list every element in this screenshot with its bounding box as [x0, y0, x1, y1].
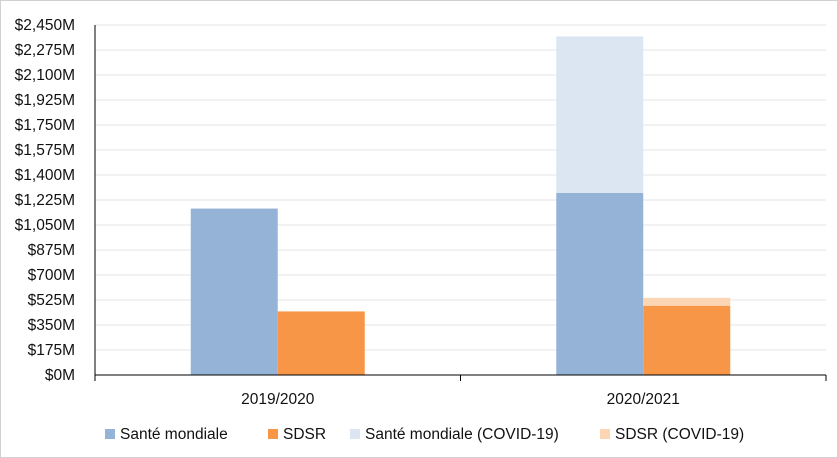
legend-swatch	[105, 429, 115, 439]
y-tick-label: $1,050M	[15, 217, 75, 234]
x-axis-category-labels: 2019/2020 2020/2021	[241, 391, 680, 408]
bar-sdsr-covid-19-2020-2021	[643, 297, 731, 306]
legend-label: SDSR (COVID-19)	[615, 426, 744, 443]
legend-label: Santé mondiale (COVID-19)	[365, 426, 559, 443]
y-axis-tick-labels: $0M $175M $350M $525M $700M $875M $1,050M $1,22…	[15, 17, 75, 384]
legend-label: Santé mondiale	[120, 426, 228, 443]
y-tick-label: $525M	[28, 292, 75, 309]
y-tick-label: $1,400M	[15, 167, 75, 184]
legend-label: SDSR	[283, 426, 326, 443]
bar-sdsr-2019-2020	[277, 311, 365, 375]
legend-swatch	[600, 429, 610, 439]
y-tick-label: $1,225M	[15, 192, 75, 209]
y-tick-label: $1,925M	[15, 92, 75, 109]
y-tick-label: $350M	[28, 317, 75, 334]
y-tick-label: $2,450M	[15, 17, 75, 34]
bar-sdsr-2020-2021	[643, 305, 731, 375]
y-tick-label: $0M	[45, 367, 75, 384]
y-tick-label: $700M	[28, 267, 75, 284]
y-tick-label: $875M	[28, 242, 75, 259]
axes	[94, 25, 827, 381]
bar-sant-mondiale-covid-19-2020-2021	[556, 36, 644, 193]
y-tick-label: $1,750M	[15, 117, 75, 134]
legend: Santé mondiale SDSR Santé mondiale (COVID-…	[105, 426, 744, 443]
legend-swatch	[268, 429, 278, 439]
y-tick-label: $175M	[28, 342, 75, 359]
y-tick-label: $2,275M	[15, 42, 75, 59]
y-tick-label: $1,575M	[15, 142, 75, 159]
bars	[190, 36, 731, 375]
bar-sant-mondiale-2020-2021	[556, 192, 644, 375]
y-tick-label: $2,100M	[15, 67, 75, 84]
bar-sant-mondiale-2019-2020	[190, 208, 278, 375]
legend-swatch	[350, 429, 360, 439]
x-category-label: 2019/2020	[241, 391, 315, 408]
x-category-label: 2020/2021	[607, 391, 680, 408]
